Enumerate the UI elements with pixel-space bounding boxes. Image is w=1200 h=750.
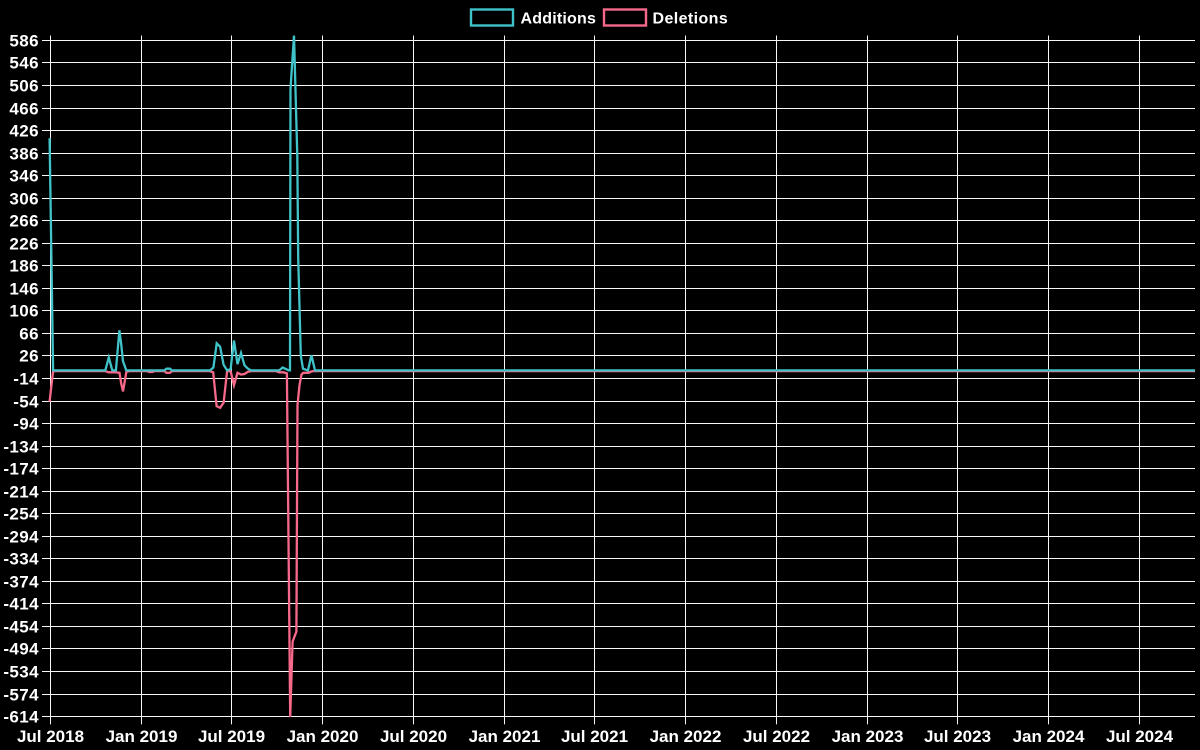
svg-text:Jan 2024: Jan 2024 bbox=[1013, 727, 1085, 746]
svg-text:-494: -494 bbox=[3, 639, 39, 658]
svg-text:546: 546 bbox=[9, 53, 39, 72]
svg-text:-134: -134 bbox=[3, 437, 39, 456]
svg-text:Jan 2020: Jan 2020 bbox=[287, 727, 359, 746]
svg-text:-614: -614 bbox=[3, 707, 39, 726]
svg-text:Jan 2021: Jan 2021 bbox=[469, 727, 541, 746]
svg-text:Additions: Additions bbox=[521, 11, 597, 28]
svg-text:506: 506 bbox=[9, 76, 39, 95]
svg-text:-574: -574 bbox=[3, 685, 39, 704]
svg-text:Jul 2024: Jul 2024 bbox=[1106, 727, 1174, 746]
svg-text:-334: -334 bbox=[3, 549, 39, 568]
svg-text:Jul 2018: Jul 2018 bbox=[17, 727, 84, 746]
svg-text:-374: -374 bbox=[3, 572, 39, 591]
svg-text:66: 66 bbox=[19, 324, 39, 343]
svg-text:306: 306 bbox=[9, 189, 39, 208]
svg-text:Jul 2023: Jul 2023 bbox=[924, 727, 991, 746]
svg-text:-94: -94 bbox=[13, 414, 39, 433]
svg-text:586: 586 bbox=[9, 31, 39, 50]
svg-text:-454: -454 bbox=[3, 617, 39, 636]
svg-text:426: 426 bbox=[9, 121, 39, 140]
svg-text:-414: -414 bbox=[3, 594, 39, 613]
svg-text:386: 386 bbox=[9, 144, 39, 163]
svg-text:266: 266 bbox=[9, 211, 39, 230]
svg-text:-294: -294 bbox=[3, 527, 39, 546]
svg-text:Deletions: Deletions bbox=[653, 11, 729, 28]
svg-text:-534: -534 bbox=[3, 662, 39, 681]
svg-text:-174: -174 bbox=[3, 459, 39, 478]
svg-text:106: 106 bbox=[9, 301, 39, 320]
svg-text:Jan 2019: Jan 2019 bbox=[106, 727, 178, 746]
svg-text:Jan 2022: Jan 2022 bbox=[650, 727, 722, 746]
svg-text:26: 26 bbox=[19, 346, 39, 365]
svg-text:226: 226 bbox=[9, 234, 39, 253]
svg-text:-254: -254 bbox=[3, 504, 39, 523]
svg-text:Jul 2019: Jul 2019 bbox=[198, 727, 265, 746]
svg-text:186: 186 bbox=[9, 256, 39, 275]
svg-text:Jul 2021: Jul 2021 bbox=[561, 727, 628, 746]
svg-text:Jul 2022: Jul 2022 bbox=[743, 727, 810, 746]
svg-text:-14: -14 bbox=[13, 369, 39, 388]
svg-text:-214: -214 bbox=[3, 482, 39, 501]
svg-text:-54: -54 bbox=[13, 392, 39, 411]
svg-text:346: 346 bbox=[9, 166, 39, 185]
svg-text:466: 466 bbox=[9, 99, 39, 118]
svg-text:Jan 2023: Jan 2023 bbox=[832, 727, 904, 746]
svg-text:146: 146 bbox=[9, 279, 39, 298]
svg-text:Jul 2020: Jul 2020 bbox=[380, 727, 447, 746]
